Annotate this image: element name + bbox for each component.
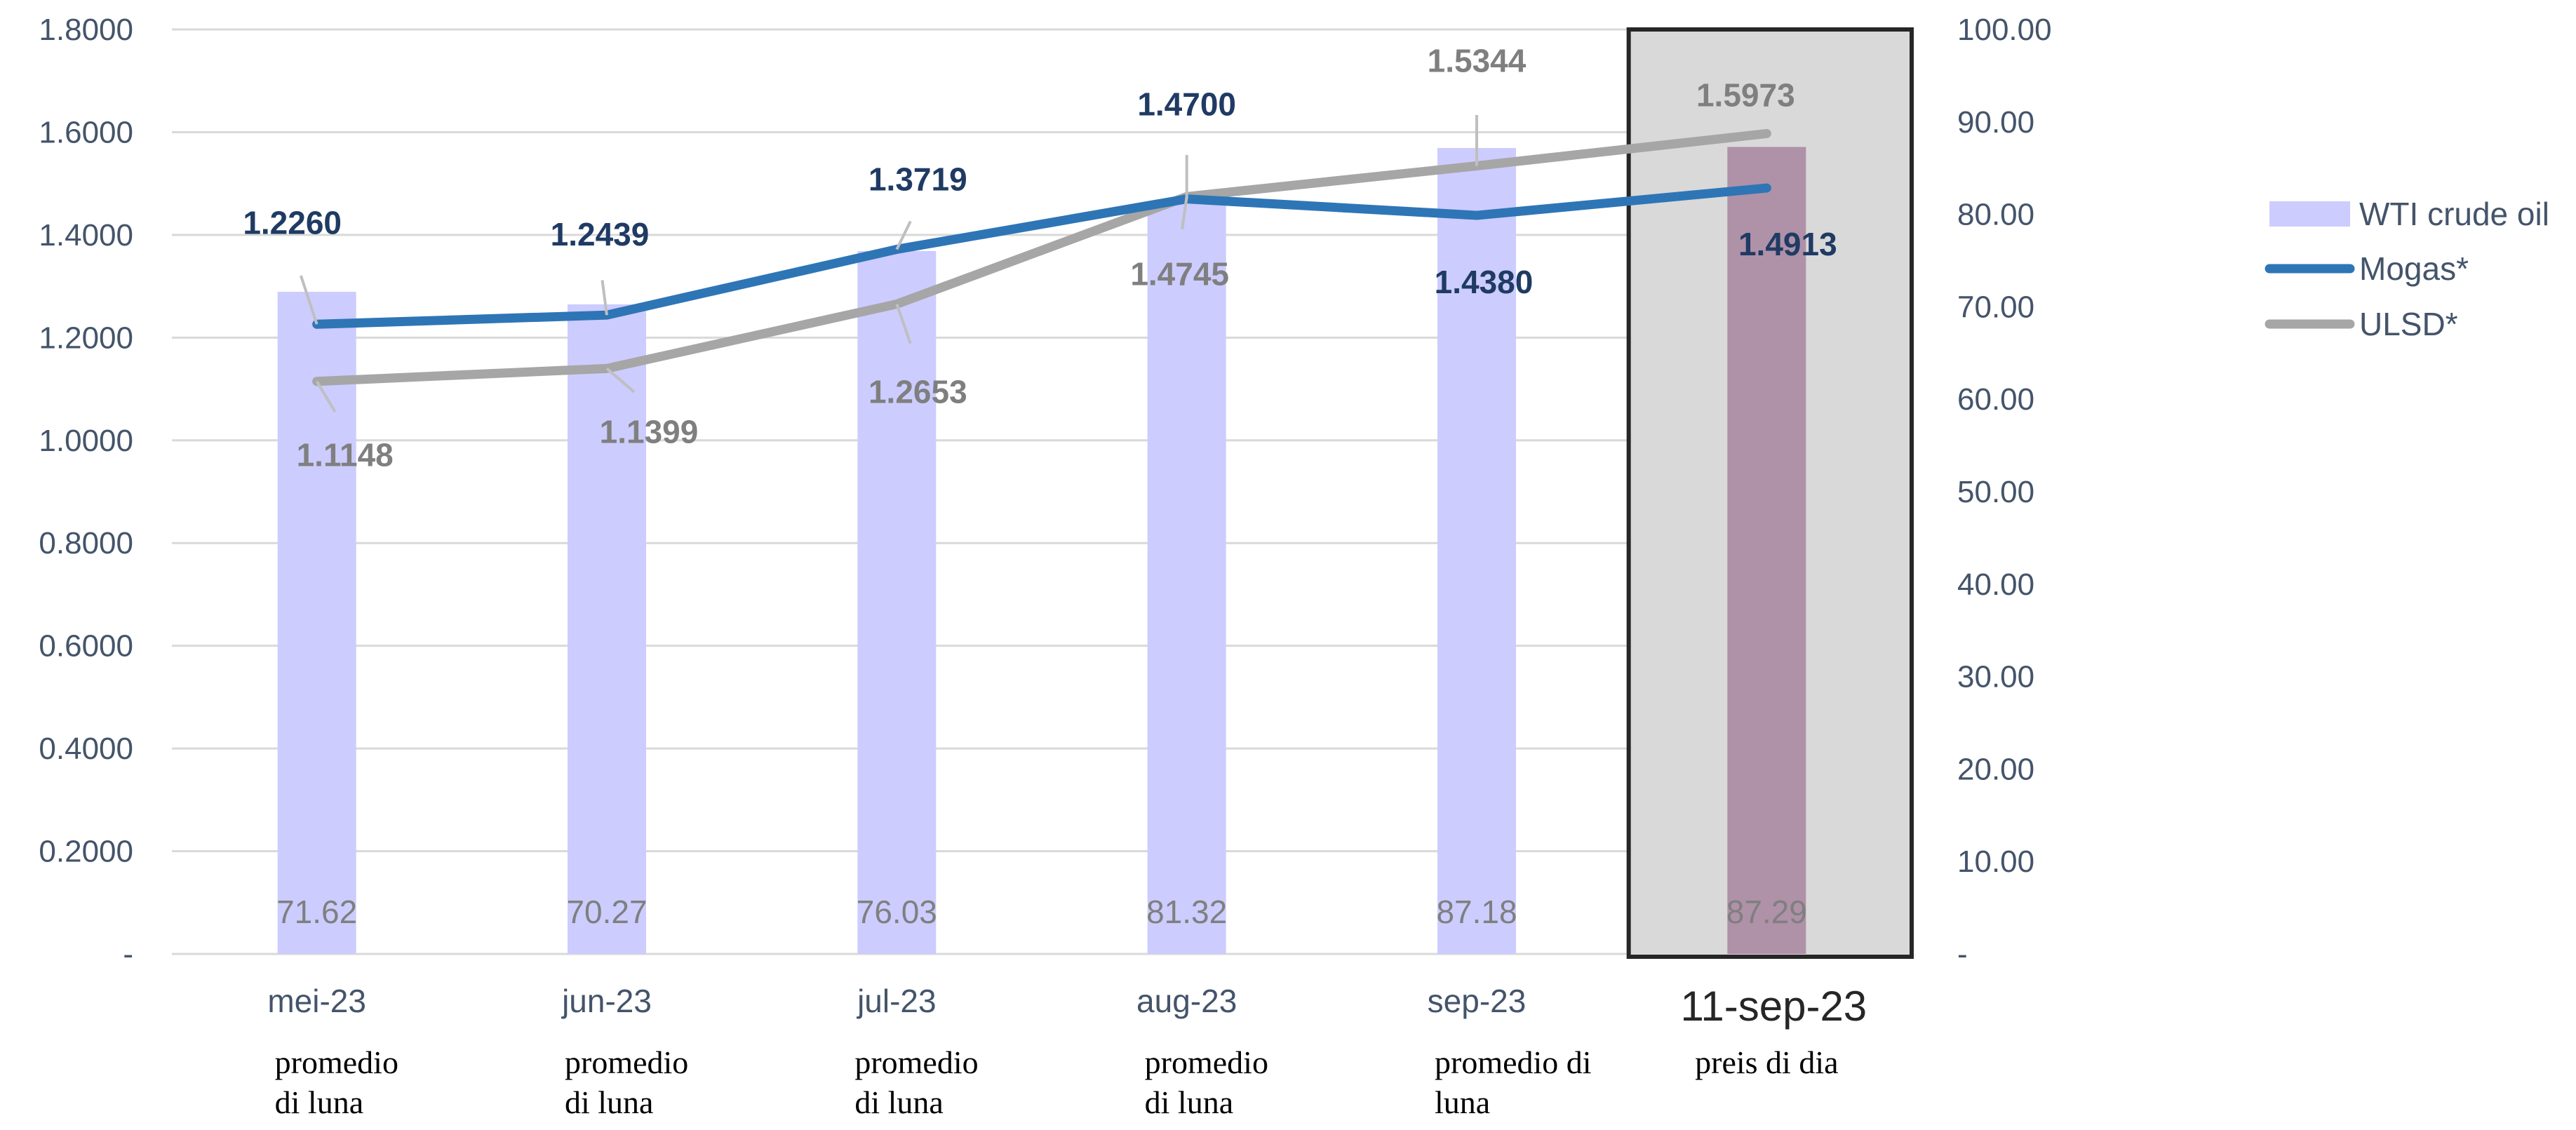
data-labels: 71.62 70.27 76.03 81.32 87.18 87.29 1.2260 1.24… <box>243 42 1837 930</box>
category-note: promedio <box>565 1044 688 1080</box>
left-axis-tick-label: 1.0000 <box>39 424 133 458</box>
bar-value-label: 71.62 <box>276 894 357 930</box>
legend-ulsd-label: ULSD* <box>2359 306 2458 342</box>
bar-wti-crude-oil <box>277 292 356 954</box>
bar-value-label: 87.18 <box>1436 894 1517 930</box>
label-leader-line <box>895 220 912 250</box>
legend-wti-crude-oil-label: WTI crude oil <box>2359 196 2549 232</box>
mogas-value-label: 1.4913 <box>1738 226 1837 262</box>
category-note: promedio <box>1145 1044 1268 1080</box>
left-axis-tick-label: 0.6000 <box>39 629 133 664</box>
axes: - 0.2000 0.4000 0.6000 0.8000 1.0000 1.2000 1.4… <box>39 13 2051 1120</box>
label-leader-line <box>601 280 608 316</box>
right-axis-tick-label: 10.00 <box>1957 845 2034 879</box>
category-note: di luna <box>854 1084 943 1120</box>
mogas-value-label: 1.3719 <box>868 161 967 197</box>
bar-series <box>277 147 1806 955</box>
ulsd-value-label: 1.5973 <box>1696 76 1795 113</box>
gridlines <box>172 28 1912 955</box>
ulsd-value-label: 1.1148 <box>297 437 394 473</box>
left-axis-tick-label: 0.8000 <box>39 526 133 560</box>
category-label: aug-23 <box>1136 983 1237 1019</box>
line-ulsd <box>312 128 1771 386</box>
right-axis-tick-label: 70.00 <box>1957 290 2034 324</box>
right-axis-tick-label: 80.00 <box>1957 198 2034 232</box>
label-leader-line <box>895 303 912 344</box>
bar-value-label: 81.32 <box>1146 894 1227 930</box>
category-note: promedio <box>854 1044 978 1080</box>
left-axis-tick-label: 0.4000 <box>39 732 133 766</box>
category-note: di luna <box>1145 1084 1233 1120</box>
right-axis-tick-label: 30.00 <box>1957 660 2034 694</box>
label-leader-line <box>605 367 636 394</box>
bar-wti-crude-oil <box>568 304 646 954</box>
right-axis-tick-label: 40.00 <box>1957 567 2034 602</box>
right-axis-tick-label: 100.00 <box>1957 13 2052 47</box>
bar-value-label: 76.03 <box>857 894 937 930</box>
left-axis-tick-label: 1.8000 <box>39 13 133 47</box>
mogas-value-label: 1.4700 <box>1137 86 1236 123</box>
bar-wti-crude-oil <box>1437 147 1516 954</box>
label-leader-line <box>300 275 318 325</box>
category-label: jul-23 <box>856 983 937 1019</box>
ulsd-value-label: 1.2653 <box>868 374 967 410</box>
ulsd-value-label: 1.5344 <box>1428 42 1527 79</box>
bar-wti-crude-oil <box>857 250 937 955</box>
left-axis-tick-label: 1.6000 <box>39 115 133 149</box>
category-note: di luna <box>275 1084 363 1120</box>
right-axis-tick-label: - <box>1957 937 1968 971</box>
category-label: mei-23 <box>267 983 366 1019</box>
line-series <box>312 128 1771 386</box>
legend: WTI crude oil Mogas* ULSD* <box>2265 196 2549 342</box>
ulsd-value-label: 1.4745 <box>1130 255 1229 292</box>
category-note: di luna <box>565 1084 653 1120</box>
category-note: preis di dia <box>1695 1044 1838 1080</box>
bar-wti-crude-oil <box>1727 147 1806 954</box>
bar-wti-crude-oil <box>1147 202 1226 954</box>
legend-wti-crude-oil-swatch <box>2269 201 2350 227</box>
right-axis-tick-label: 50.00 <box>1957 475 2034 509</box>
label-leader-line <box>1181 196 1188 230</box>
category-note: promedio <box>275 1044 398 1080</box>
line-mogas <box>312 183 1771 329</box>
left-axis-tick-label: 1.2000 <box>39 321 133 355</box>
legend-mogas-label: Mogas* <box>2359 250 2469 287</box>
category-label: sep-23 <box>1428 983 1527 1019</box>
category-label: jun-23 <box>561 983 652 1019</box>
right-axis-tick-label: 60.00 <box>1957 382 2034 417</box>
mogas-value-label: 1.4380 <box>1435 264 1534 300</box>
left-axis-tick-label: 1.4000 <box>39 218 133 253</box>
bar-value-label: 70.27 <box>566 894 647 930</box>
category-note: luna <box>1435 1084 1490 1120</box>
left-axis-tick-label: - <box>123 937 133 971</box>
bar-value-label: 87.29 <box>1726 894 1807 930</box>
mogas-value-label: 1.2260 <box>243 204 342 241</box>
ulsd-value-label: 1.1399 <box>600 413 699 450</box>
left-axis-tick-label: 0.2000 <box>39 835 133 869</box>
category-label: 11-sep-23 <box>1680 983 1867 1030</box>
category-note: promedio di <box>1435 1044 1592 1080</box>
mogas-value-label: 1.2439 <box>551 216 650 253</box>
right-axis-tick-label: 20.00 <box>1957 752 2034 786</box>
right-axis-tick-label: 90.00 <box>1957 105 2034 140</box>
label-leader-line <box>315 380 337 412</box>
